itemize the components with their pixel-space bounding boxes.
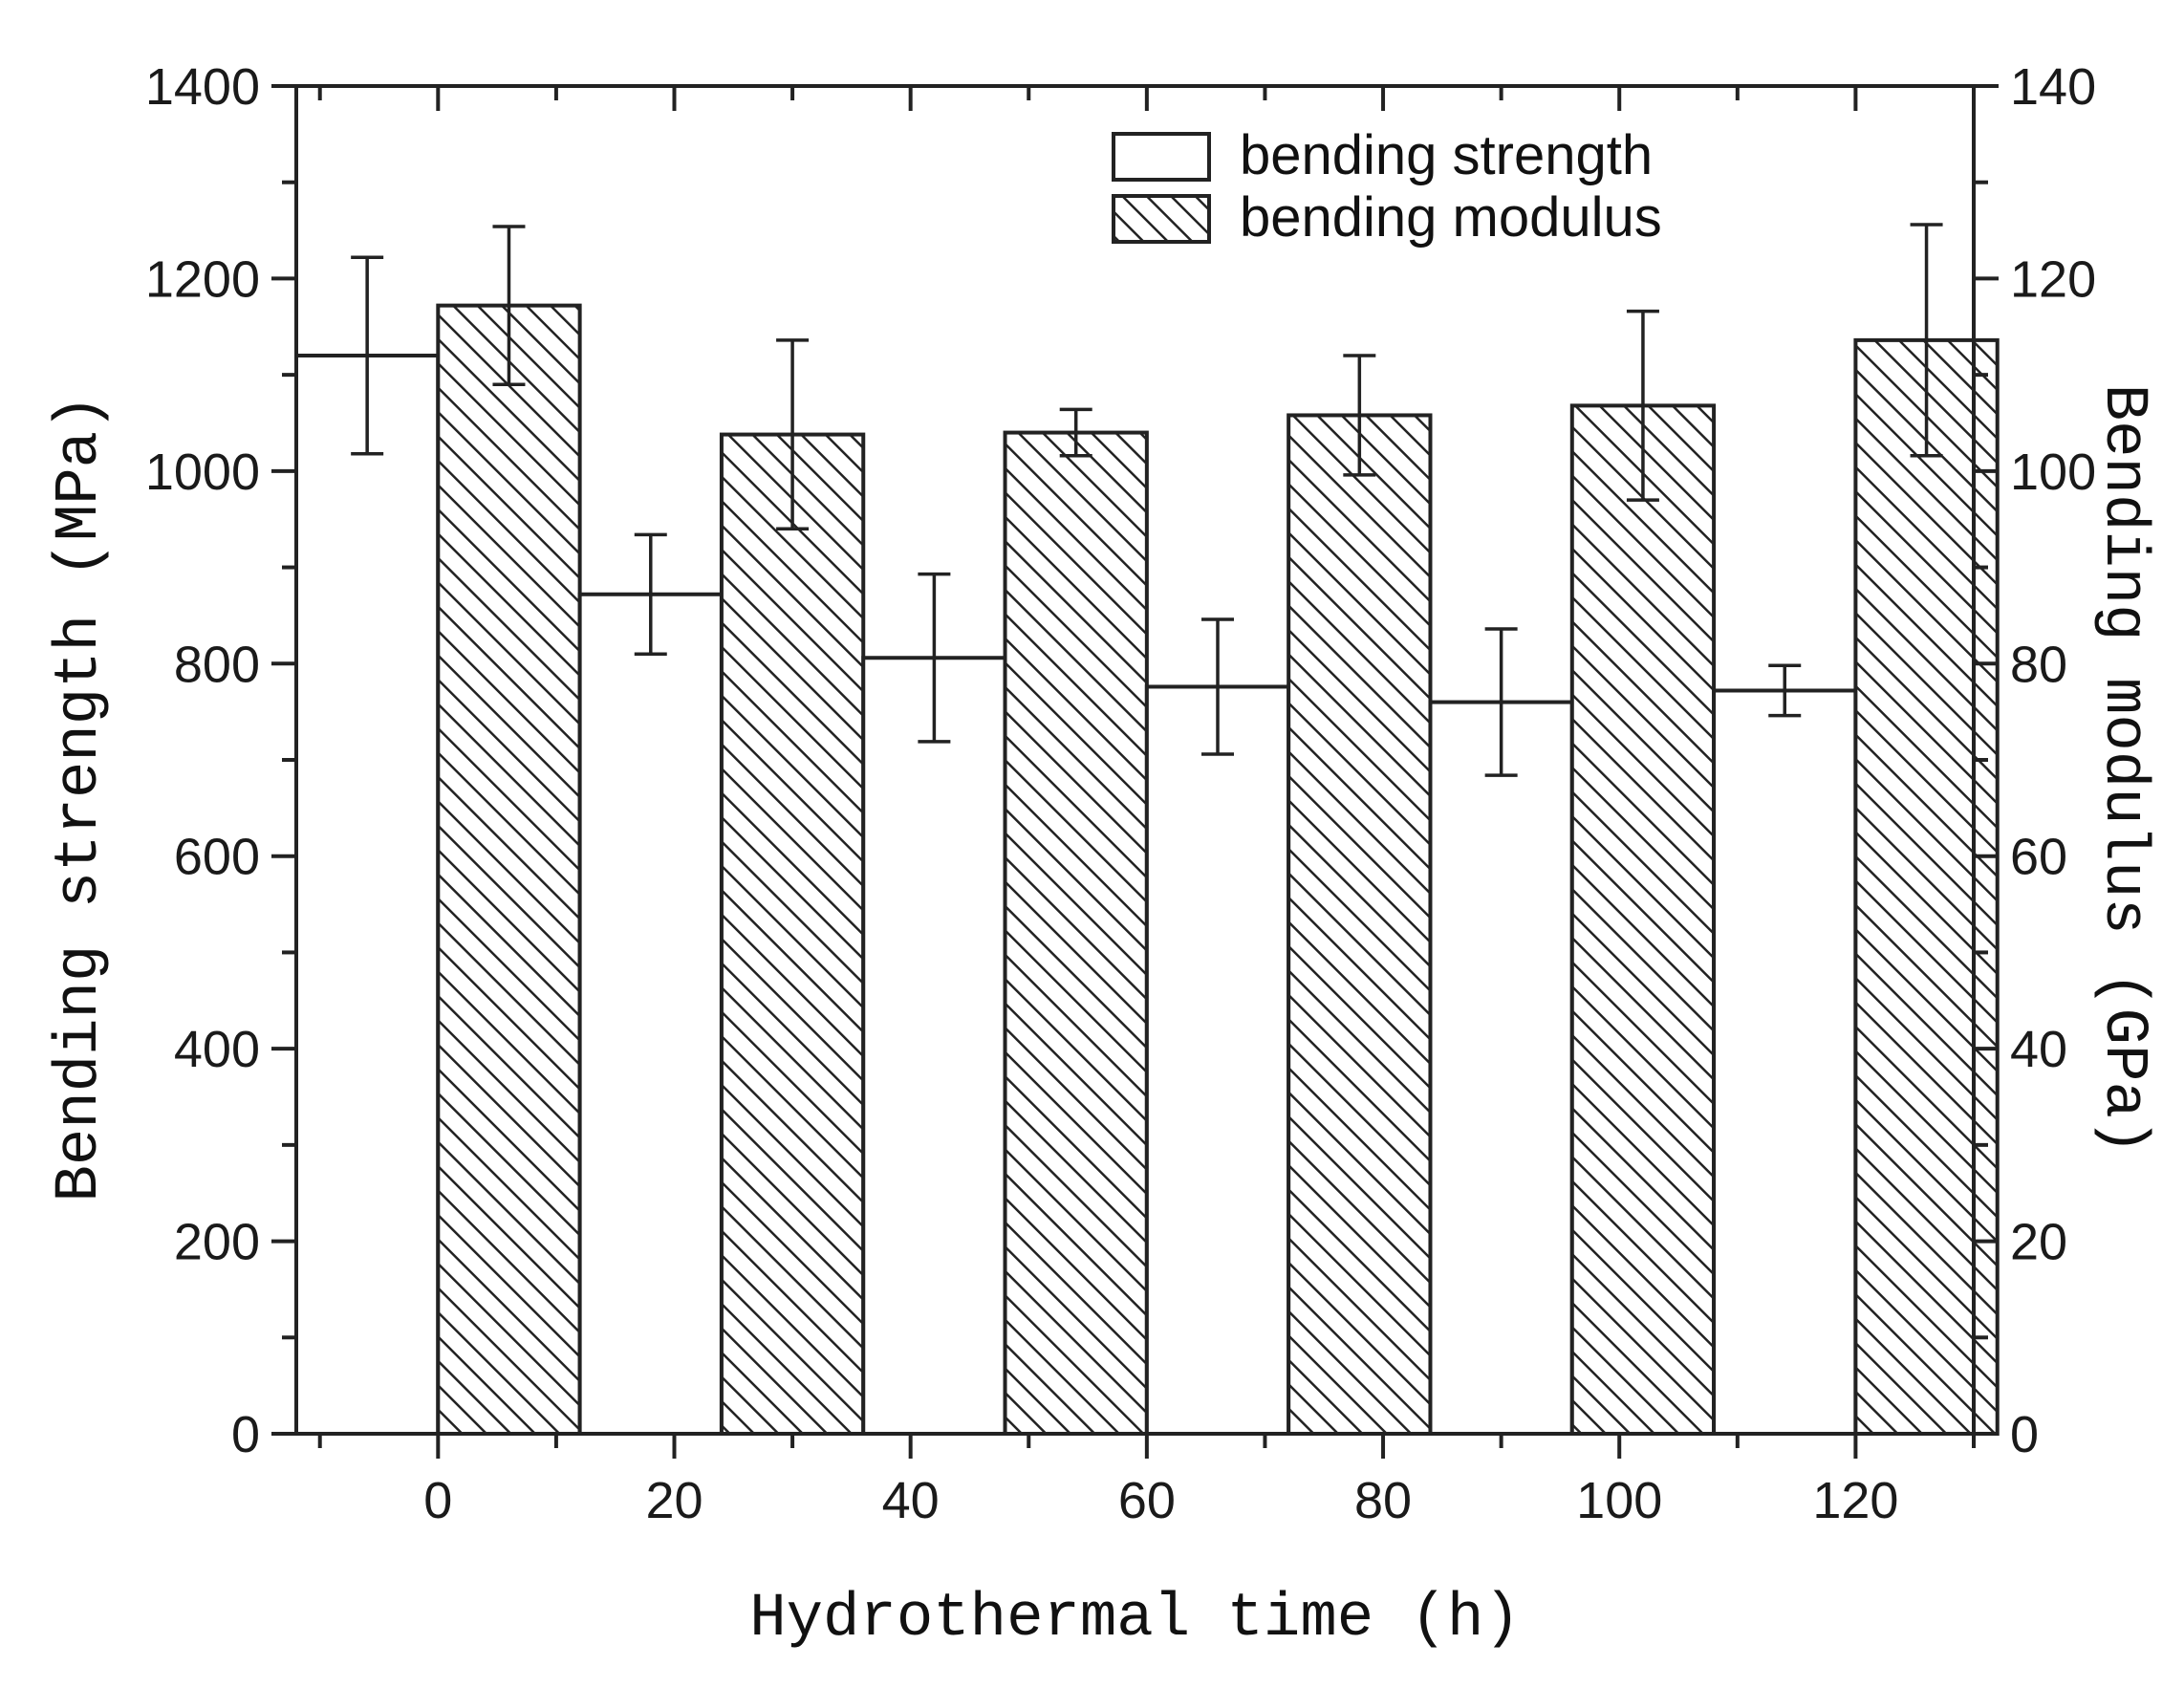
y-tick-label: 200 (174, 1214, 260, 1271)
y-right-tick-label: 0 (2010, 1406, 2039, 1463)
y-right-tick-label: 20 (2010, 1214, 2067, 1271)
bar-bending-modulus (1287, 413, 1433, 1436)
legend-swatch-bending-modulus (1112, 194, 1211, 244)
x-axis-title: Hydrothermal time (h) (749, 1585, 1521, 1654)
legend-swatch-bending-strength (1112, 132, 1211, 182)
bar-bending-modulus (1569, 403, 1717, 1436)
y-axis-right-title: Bending modulus (GPa) (2088, 384, 2157, 1156)
y-axis-title: Bending strength (MPa) (46, 395, 115, 1202)
y-tick-label: 1400 (145, 58, 260, 116)
y-tick-label: 1200 (145, 250, 260, 308)
x-tick-label: 100 (1576, 1472, 1662, 1529)
y-right-tick-label: 100 (2010, 444, 2096, 501)
legend: bending strength bending modulus (1112, 124, 1662, 249)
x-tick-label: 80 (1354, 1472, 1412, 1529)
x-tick-label: 0 (423, 1472, 452, 1529)
y-tick-label: 400 (174, 1021, 260, 1078)
y-right-tick-label: 40 (2010, 1021, 2067, 1078)
x-tick-label: 40 (882, 1472, 940, 1529)
y-tick-label: 800 (174, 636, 260, 693)
bar-bending-strength (861, 656, 1007, 1436)
x-tick-label: 60 (1118, 1472, 1176, 1529)
bar-bending-strength (1144, 684, 1291, 1436)
legend-label-bending-modulus: bending modulus (1240, 186, 1662, 249)
bar-bending-modulus (719, 432, 866, 1437)
bar-bending-strength (294, 354, 441, 1436)
bar-bending-modulus (1003, 430, 1149, 1437)
bar-bending-strength (1428, 700, 1574, 1436)
y-tick-label: 1000 (145, 444, 260, 501)
y-right-tick-label: 80 (2010, 636, 2067, 693)
bar-bending-modulus (1853, 337, 2000, 1436)
y-right-tick-label: 60 (2010, 829, 2067, 886)
bar-bending-modulus (436, 303, 582, 1437)
x-tick-label: 20 (645, 1472, 703, 1529)
legend-label-bending-strength: bending strength (1240, 124, 1653, 186)
error-bars-layer (351, 223, 1943, 777)
bar-bending-strength (577, 592, 724, 1436)
x-tick-label: 120 (1812, 1472, 1898, 1529)
bars-layer (294, 303, 2000, 1437)
y-right-tick-label: 140 (2010, 58, 2096, 116)
bar-bending-strength (1712, 688, 1858, 1436)
y-tick-label: 0 (231, 1406, 260, 1463)
ticks-layer: 0200400600800100012001400020406080100120… (145, 58, 2096, 1529)
y-tick-label: 600 (174, 829, 260, 886)
y-right-tick-label: 120 (2010, 250, 2096, 308)
